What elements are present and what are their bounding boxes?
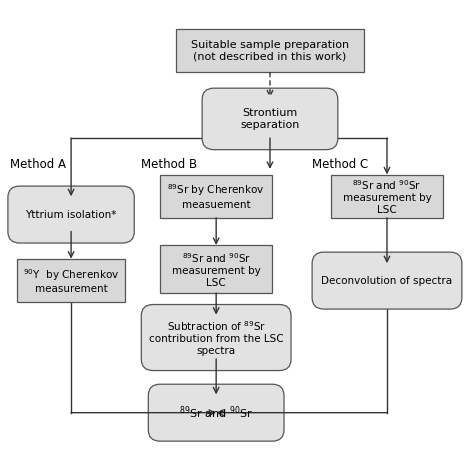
FancyBboxPatch shape — [148, 384, 284, 441]
FancyBboxPatch shape — [176, 29, 364, 72]
FancyBboxPatch shape — [160, 245, 273, 293]
Text: $^{90}$Y  by Cherenkov
measurement: $^{90}$Y by Cherenkov measurement — [23, 267, 119, 294]
FancyBboxPatch shape — [312, 252, 462, 309]
FancyBboxPatch shape — [202, 88, 338, 150]
Text: $^{89}$Sr and $^{90}$Sr: $^{89}$Sr and $^{90}$Sr — [179, 404, 253, 421]
Text: Method B: Method B — [141, 158, 198, 171]
Text: Suitable sample preparation
(not described in this work): Suitable sample preparation (not describ… — [191, 40, 349, 61]
Text: Method C: Method C — [312, 158, 368, 171]
Text: $^{89}$Sr and $^{90}$Sr
measurement by
LSC: $^{89}$Sr and $^{90}$Sr measurement by L… — [172, 251, 261, 288]
FancyBboxPatch shape — [17, 259, 125, 302]
Text: Strontium
separation: Strontium separation — [240, 108, 300, 130]
Text: Method A: Method A — [10, 158, 66, 171]
Text: Subtraction of $^{89}$Sr
contribution from the LSC
spectra: Subtraction of $^{89}$Sr contribution fr… — [149, 319, 283, 356]
FancyBboxPatch shape — [160, 175, 273, 218]
FancyBboxPatch shape — [331, 175, 443, 218]
Text: Yttrium isolation*: Yttrium isolation* — [26, 210, 117, 219]
Text: $^{89}$Sr and $^{90}$Sr
measurement by
LSC: $^{89}$Sr and $^{90}$Sr measurement by L… — [343, 178, 431, 215]
FancyBboxPatch shape — [141, 305, 291, 371]
Text: Deconvolution of spectra: Deconvolution of spectra — [321, 276, 453, 286]
FancyBboxPatch shape — [8, 186, 134, 243]
Text: $^{89}$Sr by Cherenkov
measuement: $^{89}$Sr by Cherenkov measuement — [167, 183, 265, 210]
